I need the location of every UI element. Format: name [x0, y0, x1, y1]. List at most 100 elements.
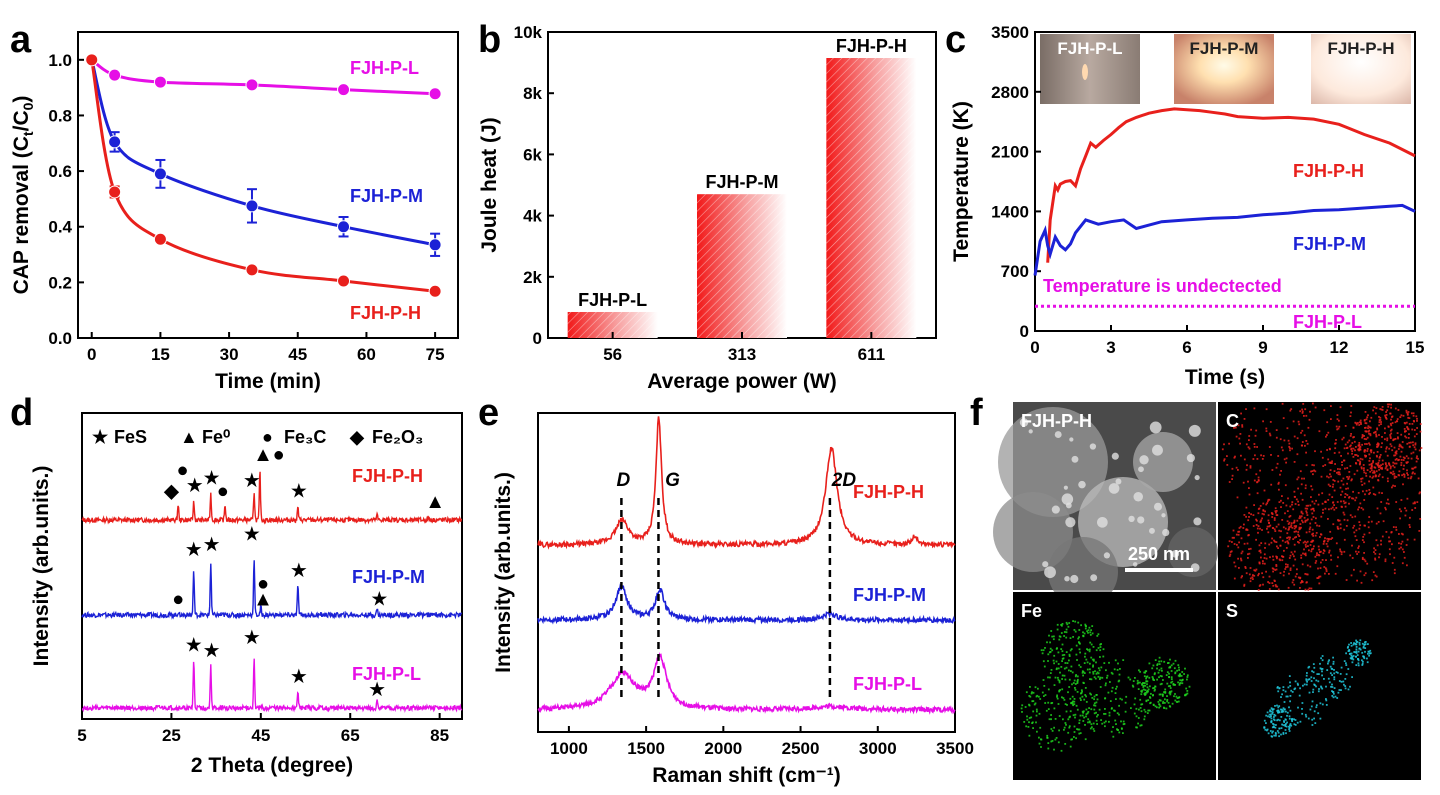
panel-f-map-dot [1289, 536, 1291, 539]
panel-f-map-dot [1148, 676, 1151, 679]
panel-f-map-dot [1237, 469, 1239, 471]
panel-f-map-dot [1082, 671, 1085, 673]
panel-f-map-dot [1289, 409, 1292, 412]
panel-f-map-dot [1297, 684, 1299, 686]
panel-f-map-dot [1111, 672, 1114, 675]
panel-f-map-dot [1321, 687, 1324, 690]
panel-f-map-dot [1401, 441, 1404, 443]
panel-f-map-dot [1133, 703, 1136, 706]
panel-f-map-dot [1379, 512, 1382, 515]
panel-f-map-dot [1391, 473, 1394, 476]
panel-c-photo [1040, 34, 1140, 104]
panel-f-map-dot [1085, 625, 1087, 628]
panel-f-map-dot [1058, 680, 1061, 682]
panel-f-map-dot [1368, 463, 1371, 466]
panel-f-map-dot [1051, 730, 1054, 732]
panel-f-map-dot [1064, 722, 1067, 724]
panel-f-map-dot [1334, 695, 1337, 698]
panel-f-map-dot [1400, 461, 1403, 464]
panel-f-map-dot [1288, 572, 1290, 575]
panel-f-map-dot [1242, 527, 1245, 529]
panel-f-map-dot [1328, 551, 1330, 554]
panel-f-map-dot [1289, 554, 1292, 557]
panel-f-map-dot [1304, 573, 1307, 575]
panel-f-map-dot [1289, 724, 1291, 727]
panel-f-map-dot [1074, 716, 1076, 719]
panel-f-map-dot [1232, 529, 1235, 532]
panel-f-map-dot [1235, 533, 1238, 536]
panel-f-map-dot [1403, 428, 1406, 430]
panel-f-map-dot [1272, 584, 1275, 587]
panel-f-map-dot [1144, 689, 1147, 691]
panel-f-map-dot [1052, 659, 1055, 662]
panel-f-map-dot [1348, 643, 1350, 646]
panel-f-map-dot [1333, 672, 1336, 675]
panel-f-map-dot [1179, 674, 1181, 677]
panel-f-map-dot [1265, 714, 1268, 717]
panel-f-map-dot [1312, 671, 1315, 674]
panel-f-map-dot [1361, 458, 1364, 461]
panel-f-map-dot [1122, 732, 1124, 734]
panel-f-map-dot [1074, 713, 1077, 716]
panel-f-map-dot [1156, 667, 1158, 670]
panel-f-map-dot [1166, 699, 1169, 701]
panel-f-map-dot [1293, 490, 1296, 493]
panel-a-fit-FJH-P-H [90, 59, 436, 293]
panel-f-map-dot [1285, 732, 1287, 735]
panel-f-map-dot [1399, 444, 1402, 447]
panel-f-map-dot [1412, 502, 1415, 505]
panel-f-map-dot [1110, 730, 1113, 733]
panel-f-map-dot [1059, 689, 1061, 691]
panel-f-map-dot [1170, 664, 1173, 667]
panel-f-map-dot [1350, 574, 1353, 577]
panel-f-map-dot [1255, 429, 1258, 432]
panel-d-phase-marker: ★ [185, 539, 203, 561]
panel-f-map-dot [1081, 690, 1083, 693]
panel-f-map-dot [1318, 548, 1320, 551]
panel-f-map-dot [1319, 662, 1321, 665]
panel-f-map-dot [1288, 706, 1290, 709]
panel-f-map-dot [1303, 434, 1306, 437]
panel-f-map-dot [1355, 648, 1358, 651]
panel-f-map-dot [1139, 724, 1142, 727]
panel-f-map-dot [1046, 734, 1049, 737]
panel-f-map-dot [1297, 504, 1300, 506]
panel-f-map-dot [1293, 718, 1295, 721]
panel-f-map-dot [1356, 553, 1358, 555]
panel-f-map-dot [1313, 666, 1316, 669]
panel-f-map-dot [1398, 547, 1401, 550]
panel-f-map-dot [1268, 446, 1271, 448]
panel-f-tile-label: S [1226, 601, 1238, 621]
panel-f-map-dot [1286, 520, 1289, 523]
panel-f-map-dot [1157, 701, 1160, 703]
panel-f-map-dot [1259, 469, 1261, 472]
panel-f-map-dot [1247, 557, 1249, 559]
panel-f-map-dot [1263, 719, 1266, 722]
panel-f-map-dot [1410, 475, 1413, 478]
panel-f-map-dot [1331, 695, 1334, 697]
panel-f-map-dot [1289, 449, 1291, 452]
panel-f-map-dot [1085, 713, 1088, 716]
panel-f-map-dot [1135, 715, 1138, 718]
panel-d-phase-marker: ★ [290, 666, 308, 688]
panel-f-map-dot [1364, 641, 1367, 643]
panel-f-map-dot [1400, 450, 1403, 453]
panel-f-map-dot [1397, 409, 1400, 411]
panel-f-map-dot [1279, 438, 1282, 441]
panel-f-map-dot [1064, 678, 1067, 681]
panel-f-map-dot [1065, 651, 1068, 653]
panel-f-map-dot [1305, 683, 1308, 686]
panel-f-map-dot [1304, 519, 1307, 522]
panel-f-map-dot [1400, 510, 1402, 513]
panel-f-map-dot [1297, 487, 1299, 490]
panel-f-map-dot [1345, 579, 1348, 581]
panel-f-map-dot [1275, 568, 1278, 571]
panel-f-map-dot [1058, 729, 1060, 732]
panel-f-map-dot [1096, 635, 1099, 637]
panel-f-map-dot [1376, 464, 1379, 467]
panel-f-map-dot [1284, 724, 1287, 726]
panel-f-map-dot [1246, 542, 1249, 545]
panel-f-map-dot [1056, 697, 1059, 700]
panel-f-map-dot [1376, 445, 1379, 448]
